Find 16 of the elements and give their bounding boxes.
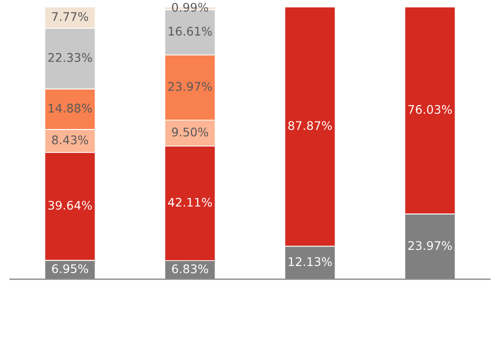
data-label: 39.64% bbox=[48, 200, 92, 210]
data-label: 8.43% bbox=[52, 135, 88, 144]
data-label: 87.87% bbox=[288, 121, 332, 130]
data-label: 0.99% bbox=[172, 2, 208, 12]
data-label: 16.61% bbox=[168, 26, 212, 36]
data-label: 42.11% bbox=[168, 198, 212, 207]
data-label: 23.97% bbox=[408, 241, 452, 250]
data-label: 12.13% bbox=[288, 257, 332, 266]
data-label: 6.95% bbox=[52, 264, 88, 274]
data-label: 22.33% bbox=[48, 53, 92, 62]
data-label: 14.88% bbox=[48, 104, 92, 113]
data-label: 76.03% bbox=[408, 104, 452, 114]
data-label: 23.97% bbox=[168, 82, 212, 91]
data-label: 7.77% bbox=[52, 12, 88, 22]
data-label: 9.50% bbox=[172, 128, 208, 136]
data-label: 6.83% bbox=[172, 264, 208, 274]
